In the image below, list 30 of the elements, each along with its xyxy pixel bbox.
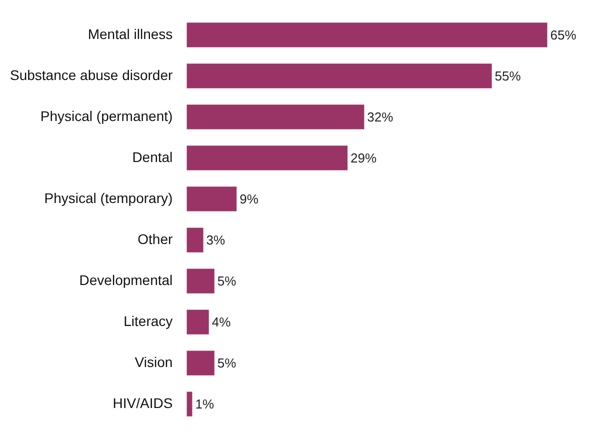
bar [186, 310, 209, 334]
data-label: 65% [550, 27, 577, 42]
data-label: 9% [240, 192, 259, 207]
y-tick-label: Substance abuse disorder [10, 66, 173, 83]
y-tick-label: HIV/AIDS [112, 394, 173, 411]
bar [186, 350, 214, 376]
y-tick-label: Developmental [79, 272, 173, 288]
data-label: 29% [350, 150, 378, 166]
data-label: 5% [217, 356, 237, 371]
data-label: 32% [367, 110, 394, 125]
bar [186, 186, 237, 212]
y-tick-label: Other [138, 230, 173, 247]
y-tick-label: Vision [134, 354, 173, 370]
bar [186, 22, 548, 48]
bar [186, 104, 364, 130]
y-tick-label: Literacy [124, 312, 173, 329]
data-label: 55% [494, 68, 522, 84]
y-tick-label: Physical (permanent) [40, 108, 173, 124]
y-tick-label: Dental [132, 148, 173, 165]
bar [186, 64, 492, 88]
bar [186, 228, 204, 252]
bar [186, 392, 192, 416]
data-label: 4% [212, 314, 232, 330]
bar [186, 146, 348, 170]
y-tick-label: Mental illness [88, 26, 173, 42]
bar [186, 268, 214, 294]
data-label: 5% [217, 274, 237, 289]
data-label: 3% [206, 232, 226, 248]
y-tick-label: Physical (temporary) [44, 190, 173, 206]
data-label: 1% [195, 396, 214, 412]
